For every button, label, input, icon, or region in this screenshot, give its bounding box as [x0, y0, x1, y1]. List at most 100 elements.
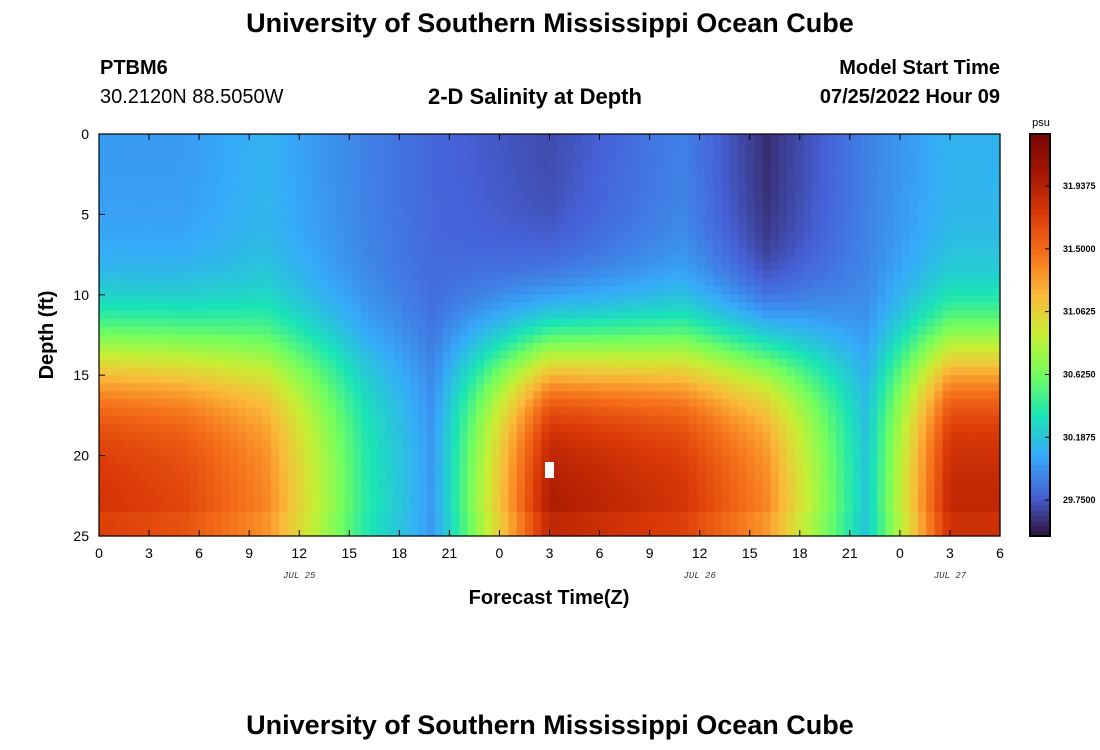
- heatmap-cell: [631, 174, 641, 183]
- heatmap-cell: [549, 343, 559, 352]
- heatmap-cell: [410, 415, 420, 425]
- heatmap-cell: [107, 335, 116, 344]
- heatmap-cell: [746, 447, 755, 457]
- heatmap-cell: [901, 158, 911, 167]
- heatmap-cell: [639, 190, 649, 199]
- heatmap-cell: [680, 455, 690, 465]
- heatmap-cell: [352, 423, 362, 433]
- heatmap-cell: [426, 318, 436, 328]
- heatmap-cell: [615, 158, 624, 167]
- heatmap-cell: [901, 359, 911, 368]
- heatmap-cell: [590, 407, 600, 416]
- heatmap-cell: [139, 335, 149, 344]
- heatmap-cell: [434, 527, 444, 537]
- heatmap-cell: [688, 487, 698, 497]
- heatmap-cell: [623, 246, 633, 256]
- heatmap-cell: [336, 439, 346, 449]
- heatmap-cell: [516, 471, 526, 481]
- heatmap-cell: [139, 399, 149, 408]
- heatmap-cell: [582, 190, 592, 199]
- heatmap-cell: [483, 415, 493, 425]
- heatmap-cell: [238, 455, 248, 465]
- heatmap-cell: [713, 262, 723, 272]
- heatmap-cell: [418, 503, 428, 513]
- heatmap-cell: [582, 278, 592, 288]
- heatmap-cell: [352, 511, 362, 521]
- heatmap-cell: [385, 142, 395, 151]
- heatmap-cell: [516, 519, 526, 529]
- heatmap-cell: [271, 326, 280, 336]
- heatmap-cell: [565, 294, 575, 304]
- heatmap-cell: [238, 286, 248, 296]
- heatmap-cell: [115, 375, 125, 384]
- heatmap-cell: [189, 150, 198, 159]
- heatmap-cell: [361, 495, 370, 505]
- heatmap-cell: [803, 238, 813, 248]
- heatmap-cell: [426, 391, 436, 400]
- heatmap-cell: [803, 399, 813, 408]
- heatmap-cell: [893, 503, 903, 513]
- heatmap-cell: [459, 519, 469, 529]
- heatmap-cell: [451, 367, 460, 376]
- heatmap-cell: [877, 423, 886, 433]
- heatmap-cell: [746, 527, 755, 537]
- heatmap-cell: [582, 206, 592, 215]
- heatmap-cell: [844, 206, 854, 215]
- heatmap-cell: [746, 150, 755, 159]
- heatmap-cell: [459, 423, 469, 433]
- heatmap-cell: [451, 351, 460, 360]
- heatmap-cell: [172, 375, 182, 384]
- heatmap-cell: [402, 407, 411, 416]
- heatmap-cell: [344, 447, 354, 457]
- heatmap-cell: [598, 182, 608, 191]
- heatmap-cell: [664, 415, 673, 425]
- heatmap-cell: [516, 198, 526, 207]
- heatmap-cell: [279, 383, 288, 392]
- heatmap-cell: [402, 527, 411, 537]
- heatmap-cell: [696, 431, 706, 441]
- heatmap-cell: [344, 302, 354, 312]
- heatmap-cell: [271, 391, 280, 400]
- heatmap-cell: [205, 399, 215, 408]
- heatmap-cell: [467, 439, 477, 449]
- heatmap-cell: [426, 254, 436, 264]
- heatmap-cell: [475, 206, 485, 215]
- heatmap-cell: [885, 190, 895, 199]
- heatmap-cell: [844, 302, 854, 312]
- heatmap-cell: [311, 415, 321, 425]
- heatmap-cell: [664, 391, 673, 400]
- heatmap-cell: [434, 270, 444, 280]
- heatmap-cell: [524, 415, 534, 425]
- heatmap-cell: [443, 487, 452, 497]
- heatmap-cell: [508, 351, 518, 360]
- heatmap-cell: [844, 286, 854, 296]
- heatmap-cell: [434, 190, 444, 199]
- heatmap-cell: [893, 431, 903, 441]
- heatmap-cell: [803, 230, 813, 240]
- heatmap-cell: [500, 166, 510, 175]
- heatmap-cell: [238, 326, 248, 336]
- heatmap-cell: [303, 310, 313, 320]
- heatmap-cell: [770, 134, 780, 143]
- heatmap-cell: [213, 310, 223, 320]
- heatmap-cell: [164, 198, 174, 207]
- heatmap-cell: [107, 230, 116, 240]
- heatmap-cell: [410, 503, 420, 513]
- heatmap-cell: [762, 471, 772, 481]
- heatmap-cell: [115, 286, 125, 296]
- heatmap-cell: [598, 142, 608, 151]
- heatmap-cell: [279, 206, 288, 215]
- heatmap-cell: [524, 254, 534, 264]
- heatmap-cell: [557, 230, 567, 240]
- heatmap-cell: [156, 351, 166, 360]
- heatmap-cell: [148, 270, 157, 280]
- heatmap-cell: [369, 439, 379, 449]
- heatmap-cell: [533, 294, 542, 304]
- heatmap-cell: [541, 495, 551, 505]
- heatmap-cell: [574, 495, 583, 505]
- heatmap-cell: [598, 198, 608, 207]
- heatmap-cell: [721, 190, 731, 199]
- heatmap-cell: [705, 134, 714, 143]
- heatmap-cell: [541, 150, 551, 159]
- heatmap-cell: [885, 270, 895, 280]
